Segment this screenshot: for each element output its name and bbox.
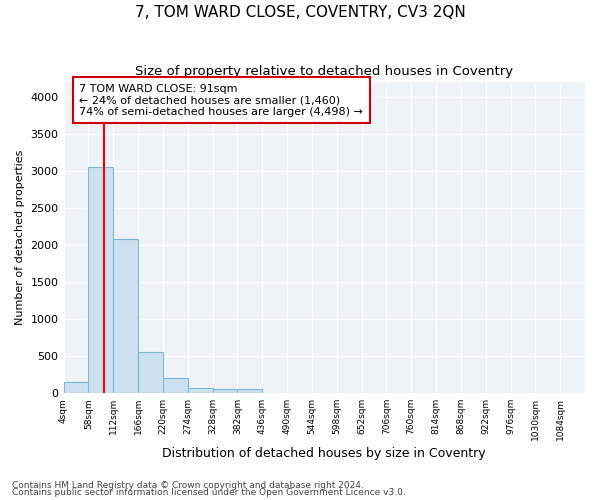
X-axis label: Distribution of detached houses by size in Coventry: Distribution of detached houses by size …	[163, 447, 486, 460]
Text: Contains public sector information licensed under the Open Government Licence v3: Contains public sector information licen…	[12, 488, 406, 497]
Text: 7, TOM WARD CLOSE, COVENTRY, CV3 2QN: 7, TOM WARD CLOSE, COVENTRY, CV3 2QN	[134, 5, 466, 20]
Y-axis label: Number of detached properties: Number of detached properties	[15, 150, 25, 325]
Bar	[188, 388, 212, 393]
Bar	[163, 378, 188, 393]
Bar	[238, 389, 262, 393]
Bar	[88, 167, 113, 393]
Text: 7 TOM WARD CLOSE: 91sqm
← 24% of detached houses are smaller (1,460)
74% of semi: 7 TOM WARD CLOSE: 91sqm ← 24% of detache…	[79, 84, 363, 116]
Title: Size of property relative to detached houses in Coventry: Size of property relative to detached ho…	[135, 65, 514, 78]
Bar	[113, 240, 138, 393]
Text: Contains HM Land Registry data © Crown copyright and database right 2024.: Contains HM Land Registry data © Crown c…	[12, 480, 364, 490]
Bar	[64, 382, 88, 393]
Bar	[138, 352, 163, 393]
Bar	[212, 389, 238, 393]
